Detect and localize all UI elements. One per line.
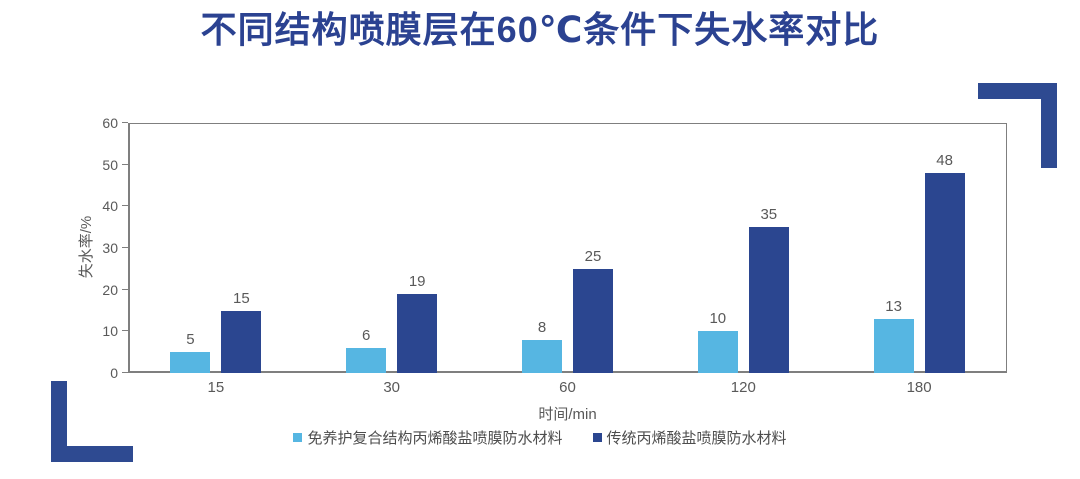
corner-bracket-bottom-left [51,381,133,462]
y-tick-mark [122,122,128,123]
legend-item: 传统丙烯酸盐喷膜防水材料 [592,430,787,448]
bar-value-label: 19 [408,272,426,290]
bar-series-2 [748,227,789,373]
bar-value-label: 8 [537,318,547,336]
y-tick-mark [122,330,128,332]
bar-series-1 [170,352,211,373]
y-tick-label: 50 [102,156,118,173]
bar-series-2 [221,310,262,373]
x-category-label: 180 [906,379,932,396]
bar-series-1 [697,331,738,373]
legend-item: 免养护复合结构丙烯酸盐喷膜防水材料 [293,430,563,448]
bar-series-2 [924,173,965,373]
bar-value-label: 48 [936,152,953,169]
legend-label: 免养护复合结构丙烯酸盐喷膜防水材料 [307,430,563,447]
x-category-label: 30 [383,379,401,396]
x-category-label: 15 [207,379,225,396]
y-tick-label: 30 [102,240,118,256]
x-category-label: 120 [730,379,756,396]
legend-swatch [293,433,303,442]
bar-value-label: 5 [186,331,195,349]
bar-value-label: 15 [233,289,250,307]
y-tick-mark [122,372,128,373]
bar-value-label: 25 [584,247,602,265]
y-tick-mark [122,205,128,207]
bar-series-2 [397,293,438,373]
bar-value-label: 35 [760,206,778,224]
y-tick-label: 20 [102,281,118,298]
y-tick-label: 0 [110,365,118,381]
y-tick-label: 40 [102,198,118,215]
bar-value-label: 13 [885,297,902,315]
chart-legend: 免养护复合结构丙烯酸盐喷膜防水材料 传统丙烯酸盐喷膜防水材料 [0,430,1080,448]
bar-series-1 [522,339,562,373]
chart-title: 不同结构喷膜层在60℃条件下失水率对比 [200,9,880,50]
bar-value-label: 6 [362,327,371,344]
y-axis-title: 失水率/% [78,215,95,279]
x-axis-title: 时间/min [538,406,597,423]
y-tick-mark [122,247,128,248]
y-tick-label: 60 [102,115,118,131]
bar-series-2 [573,268,613,373]
y-tick-label: 10 [102,323,118,340]
y-tick-mark [122,288,128,290]
legend-label: 传统丙烯酸盐喷膜防水材料 [606,430,787,447]
x-category-label: 60 [559,379,576,396]
y-tick-mark [122,163,128,165]
plot-area [128,123,1007,373]
bar-series-1 [346,348,387,373]
legend-swatch [592,433,602,442]
corner-bracket-top-right [978,83,1057,168]
bar-value-label: 10 [709,310,727,328]
bar-series-1 [873,318,914,373]
